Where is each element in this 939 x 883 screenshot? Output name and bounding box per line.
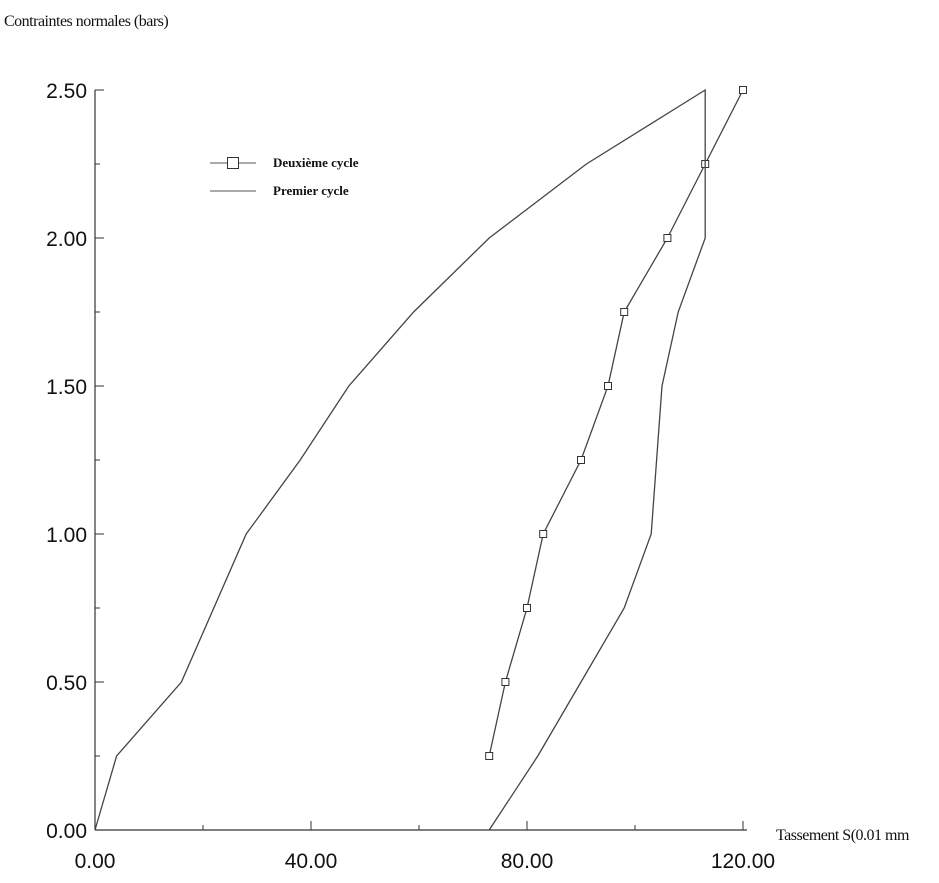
x-axis-label: Tassement S(0.01 mm: [776, 827, 910, 844]
x-tick-label: 40.00: [285, 850, 338, 873]
tick-labels: 0.00 0.50 1.00 1.50 2.00 2.50 0.00 40.00 80.00 12…: [46, 80, 775, 873]
data-point-square: [620, 308, 629, 316]
y-tick-label: 1.50: [46, 376, 87, 399]
axes: [94, 89, 747, 831]
legend-label-premier-cycle: Premier cycle: [273, 183, 349, 198]
legend-label-deuxieme-cycle: Deuxième cycle: [273, 155, 359, 170]
y-tick-label: 2.50: [46, 80, 87, 103]
x-tick-label: 120.00: [711, 850, 775, 873]
y-tick-label: 2.00: [46, 228, 87, 251]
legend-marker-square-icon: [227, 157, 239, 169]
y-tick-label: 0.50: [46, 672, 87, 695]
data-point-square: [739, 86, 747, 94]
data-point-square: [663, 234, 672, 242]
series-line-deuxieme-cycle: [488, 89, 744, 757]
y-tick-label: 1.00: [46, 524, 87, 547]
data-point-square: [577, 456, 585, 464]
data-point-square: [523, 604, 531, 612]
y-tick-label: 0.00: [46, 820, 87, 843]
data-point-square: [539, 530, 548, 538]
legend: Deuxième cycle Premier cycle: [210, 155, 359, 198]
x-tick-label: 80.00: [501, 850, 554, 873]
x-tick-label: 0.00: [75, 850, 116, 873]
series-line-premier-cycle: [94, 88, 706, 831]
data-point-square: [604, 382, 612, 390]
y-axis-label: Contraintes normales (bars): [4, 13, 168, 30]
data-point-square: [501, 678, 510, 686]
data-point-square: [485, 752, 494, 760]
series-layer: [94, 86, 747, 831]
